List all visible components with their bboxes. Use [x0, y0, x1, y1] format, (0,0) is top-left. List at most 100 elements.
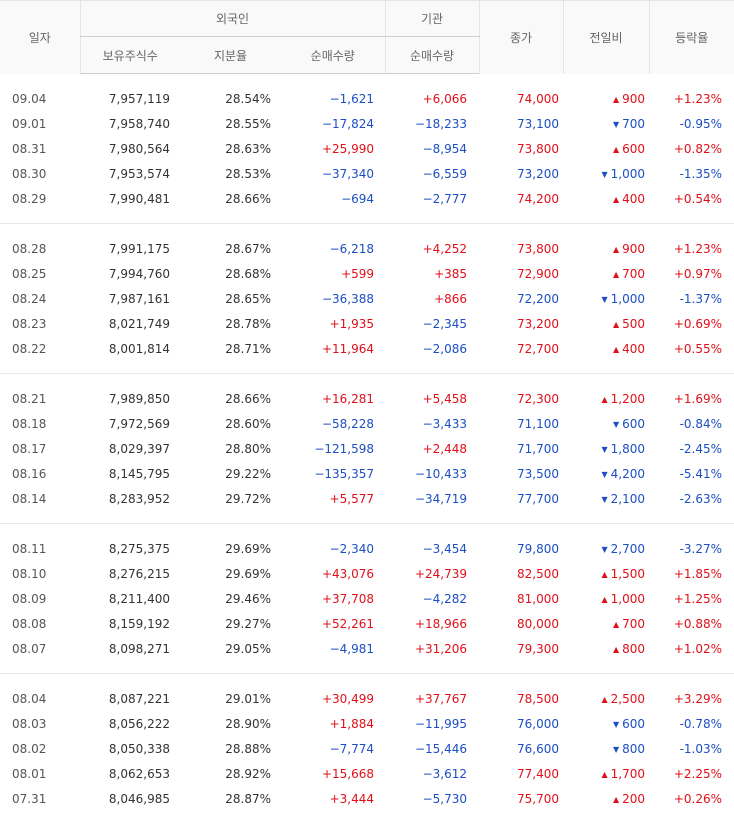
up-arrow-icon: ▲ [601, 394, 608, 404]
inst-net-cell: +385 [434, 266, 468, 281]
inst-net-cell: −34,719 [414, 491, 468, 506]
close-cell: 80,000 [517, 616, 560, 631]
group-divider [0, 661, 734, 674]
table-row: 08.10 8,276,215 29.69% +43,076 +24,739 82,500… [0, 561, 734, 586]
change-value: 400 [622, 191, 646, 206]
table-row: 08.21 7,989,850 28.66% +16,281 +5,458 72,300 ▲… [0, 386, 734, 411]
date-cell: 08.22 [12, 341, 47, 356]
holdings-cell: 8,001,814 [108, 341, 170, 356]
rate-cell: +0.88% [673, 616, 723, 631]
holdings-cell: 7,972,569 [108, 416, 170, 431]
group-divider [0, 361, 734, 374]
date-cell: 08.04 [12, 691, 47, 706]
change-value: 600 [622, 416, 646, 431]
date-cell: 08.10 [12, 566, 47, 581]
change-value: 200 [622, 791, 646, 806]
ratio-cell: 28.78% [225, 316, 271, 331]
change-cell: ▲ 500 [563, 311, 649, 336]
change-value: 700 [622, 266, 646, 281]
table-row: 08.25 7,994,760 28.68% +599 +385 72,900 ▲ 700 +0… [0, 261, 734, 286]
date-cell: 08.18 [12, 416, 47, 431]
down-arrow-icon: ▼ [612, 419, 620, 429]
rate-cell: +1.23% [673, 241, 723, 256]
up-arrow-icon: ▲ [601, 769, 608, 779]
foreign-net-cell: +37,708 [321, 591, 375, 606]
foreign-net-cell: −1,621 [329, 91, 375, 106]
down-arrow-icon: ▼ [601, 294, 608, 304]
change-value: 2,500 [610, 691, 646, 706]
up-arrow-icon: ▲ [612, 269, 620, 279]
rate-cell: +1.23% [673, 91, 723, 106]
close-cell: 73,100 [517, 116, 560, 131]
holdings-cell: 7,990,481 [108, 191, 170, 206]
table-row: 08.04 8,087,221 29.01% +30,499 +37,767 78,500… [0, 686, 734, 711]
inst-net-cell: +4,252 [422, 241, 468, 256]
close-cell: 79,300 [517, 641, 560, 656]
date-cell: 08.09 [12, 591, 47, 606]
foreign-net-cell: −36,388 [321, 291, 375, 306]
group-divider-cell [0, 511, 734, 524]
foreign-net-cell: +599 [341, 266, 375, 281]
rate-cell: +1.69% [673, 391, 723, 406]
table-row: 08.29 7,990,481 28.66% −694 −2,777 74,200 ▲ 400… [0, 186, 734, 211]
table-row: 08.09 8,211,400 29.46% +37,708 −4,282 81,000 ▲… [0, 586, 734, 611]
holdings-cell: 8,275,375 [108, 541, 170, 556]
date-cell: 08.16 [12, 466, 47, 481]
change-cell: ▲ 700 [563, 611, 649, 636]
holdings-cell: 8,046,985 [108, 791, 170, 806]
down-arrow-icon: ▼ [612, 744, 620, 754]
inst-net-cell: −3,433 [422, 416, 468, 431]
up-arrow-icon: ▲ [601, 694, 608, 704]
close-cell: 76,000 [517, 716, 560, 731]
change-value: 900 [622, 241, 646, 256]
holdings-cell: 8,029,397 [108, 441, 170, 456]
change-cell: ▼ 800 [563, 736, 649, 761]
change-value: 1,200 [610, 391, 646, 406]
date-cell: 08.17 [12, 441, 47, 456]
ratio-cell: 29.69% [225, 566, 271, 581]
foreign-net-cell: +16,281 [321, 391, 375, 406]
change-value: 1,000 [610, 166, 646, 181]
close-cell: 72,900 [517, 266, 560, 281]
ratio-cell: 28.54% [225, 91, 271, 106]
rate-cell: -1.37% [679, 291, 723, 306]
close-cell: 81,000 [517, 591, 560, 606]
change-value: 1,700 [610, 766, 646, 781]
table-header: 일자 외국인 기관 종가 전일비 등락율 보유주식수 지분율 순매수량 순매수량 [0, 0, 734, 74]
ratio-cell: 28.71% [225, 341, 271, 356]
holdings-cell: 8,211,400 [108, 591, 170, 606]
date-cell: 09.01 [12, 116, 47, 131]
change-cell: ▼ 1,800 [563, 436, 649, 461]
inst-net-cell: −18,233 [414, 116, 468, 131]
inst-net-cell: +2,448 [422, 441, 468, 456]
foreign-net-cell: +11,964 [321, 341, 375, 356]
inst-net-cell: −15,446 [414, 741, 468, 756]
table-body: 09.04 7,957,119 28.54% −1,621 +6,066 74,000 ▲ 9… [0, 74, 734, 812]
date-cell: 08.24 [12, 291, 47, 306]
holdings-cell: 8,087,221 [108, 691, 170, 706]
up-arrow-icon: ▲ [612, 344, 620, 354]
change-value: 600 [622, 716, 646, 731]
up-arrow-icon: ▲ [612, 619, 620, 629]
date-cell: 08.14 [12, 491, 47, 506]
inst-net-cell: −8,954 [422, 141, 468, 156]
holdings-cell: 7,957,119 [108, 91, 170, 106]
foreign-net-cell: +52,261 [321, 616, 375, 631]
foreign-net-cell: +25,990 [321, 141, 375, 156]
date-cell: 08.21 [12, 391, 47, 406]
holdings-cell: 7,991,175 [108, 241, 170, 256]
foreign-net-cell: −7,774 [329, 741, 375, 756]
change-cell: ▼ 4,200 [563, 461, 649, 486]
rate-cell: +0.69% [673, 316, 723, 331]
inst-net-cell: −2,345 [422, 316, 468, 331]
inst-net-cell: +866 [434, 291, 468, 306]
rate-cell: -0.78% [679, 716, 723, 731]
inst-net-cell: −3,454 [422, 541, 468, 556]
rate-cell: -0.95% [679, 116, 723, 131]
change-cell: ▲ 600 [563, 136, 649, 161]
foreign-net-cell: −37,340 [321, 166, 375, 181]
holdings-cell: 7,980,564 [108, 141, 170, 156]
group-spacer [0, 524, 734, 537]
ratio-cell: 29.72% [225, 491, 271, 506]
